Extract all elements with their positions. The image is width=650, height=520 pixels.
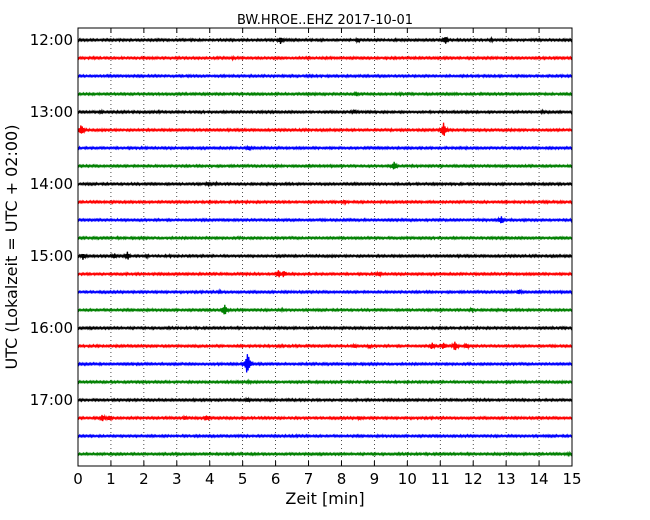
y-axis-label: UTC (Lokalzeit = UTC + 02:00): [2, 125, 21, 370]
chart-title: BW.HROE..EHZ 2017-10-01: [237, 13, 413, 28]
seismic-trace: [77, 341, 573, 351]
x-tick-label: 8: [337, 470, 347, 488]
x-tick-label: 7: [304, 470, 314, 488]
x-tick-label: 6: [271, 470, 281, 488]
axis-ticks: 0 1 2 3 4 5 6 7 8 9 10 11 12 13 14 1512:0013:0014:0015:…: [30, 28, 582, 488]
x-tick-label: 5: [238, 470, 248, 488]
seismic-trace: [77, 198, 573, 206]
seismic-trace: [77, 354, 573, 373]
seismic-trace: [77, 90, 573, 98]
seismic-trace: [77, 180, 573, 188]
x-tick-label: 9: [370, 470, 380, 488]
y-tick-label: 13:00: [30, 103, 73, 121]
seismic-trace: [77, 122, 573, 136]
seismic-trace: [77, 396, 573, 404]
plot-frame: [77, 27, 573, 467]
seismic-trace: [77, 161, 573, 170]
x-tick-label: 0: [73, 470, 83, 488]
seismic-trace: [77, 270, 573, 278]
seismic-trace: [77, 144, 573, 152]
seismic-trace: [77, 325, 573, 331]
seismic-trace: [77, 413, 573, 422]
x-tick-label: 10: [398, 470, 417, 488]
y-tick-label: 15:00: [30, 247, 73, 265]
x-tick-label: 15: [562, 470, 581, 488]
seismic-trace: [77, 450, 573, 458]
x-tick-label: 1: [106, 470, 116, 488]
x-tick-label: 2: [139, 470, 149, 488]
x-tick-label: 11: [431, 470, 450, 488]
seismic-trace: [77, 433, 573, 439]
seismic-trace: [77, 235, 573, 241]
seismic-trace: [77, 304, 573, 315]
seismic-trace: [77, 108, 573, 116]
seismic-trace: [77, 251, 573, 260]
seismic-trace: [77, 73, 573, 79]
y-tick-label: 16:00: [30, 319, 73, 337]
x-tick-label: 14: [530, 470, 549, 488]
y-tick-label: 12:00: [30, 31, 73, 49]
seismic-traces: [77, 35, 573, 458]
x-tick-label: 13: [497, 470, 516, 488]
x-axis-label: Zeit [min]: [285, 489, 364, 508]
seismic-trace: [77, 378, 573, 386]
y-tick-label: 14:00: [30, 175, 73, 193]
seismic-trace: [77, 216, 573, 224]
x-tick-label: 3: [172, 470, 182, 488]
x-tick-label: 12: [464, 470, 483, 488]
x-tick-label: 4: [205, 470, 215, 488]
y-tick-label: 17:00: [30, 391, 73, 409]
seismic-trace: [77, 54, 573, 62]
seismic-trace: [77, 35, 573, 45]
seismic-trace: [77, 288, 573, 296]
